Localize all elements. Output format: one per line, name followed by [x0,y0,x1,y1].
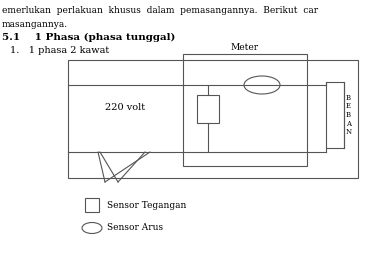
Text: Sensor Arus: Sensor Arus [107,224,163,232]
Text: Meter: Meter [231,43,259,52]
Bar [326,82,344,148]
Text: B
E
B
A
N: B E B A N [346,94,352,136]
Bar [68,60,358,178]
Bar [85,198,99,212]
Text: masangannya.: masangannya. [2,20,68,29]
Text: 220 volt: 220 volt [105,103,145,113]
Text: 1.   1 phasa 2 kawat: 1. 1 phasa 2 kawat [10,46,109,55]
Bar [197,95,219,123]
Text: Sensor Tegangan: Sensor Tegangan [107,200,186,210]
Bar [183,54,307,166]
Text: emerlukan  perlakuan  khusus  dalam  pemasangannya.  Berikut  car: emerlukan perlakuan khusus dalam pemasan… [2,6,318,15]
Text: 5.1    1 Phasa (phasa tunggal): 5.1 1 Phasa (phasa tunggal) [2,33,176,42]
